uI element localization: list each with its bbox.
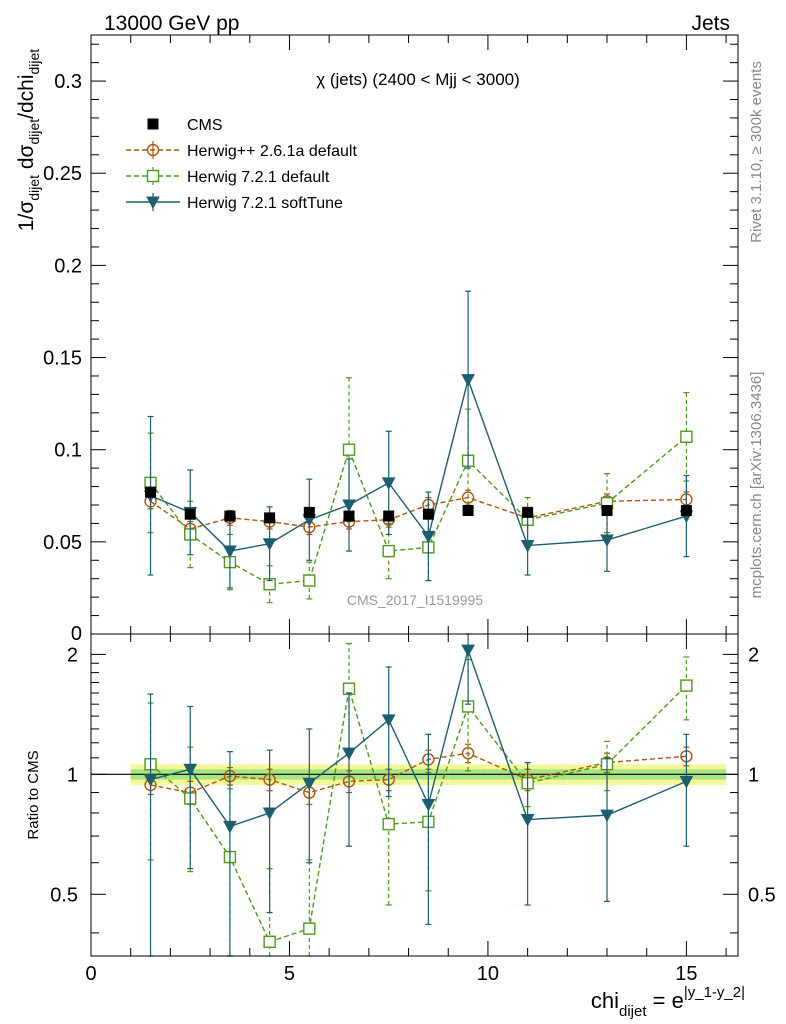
series-1-ratio-line	[150, 752, 687, 794]
series-2-ratio-point	[303, 922, 316, 935]
y-tick-label: 0.05	[43, 532, 82, 554]
x-tick-label: 15	[675, 963, 697, 985]
series-3-point	[461, 374, 475, 387]
x-tick-label: 5	[284, 963, 295, 985]
x-tick-label: 10	[477, 963, 499, 985]
series-3-ratio-point	[421, 799, 436, 812]
series-3-point	[421, 530, 436, 544]
series-3-ratio-point	[520, 814, 535, 827]
cms-data-point	[422, 508, 434, 520]
legend: CMS Herwig++ 2.6.1a default Herwig 7.2.1 d…	[126, 117, 357, 212]
header-jets-label: Jets	[691, 12, 730, 35]
series-2-point	[680, 430, 693, 443]
cms-data-point	[145, 486, 157, 498]
ratio-y-tick-label-right: 1	[748, 764, 759, 786]
series-3-ratio-point	[381, 714, 396, 727]
y-tick-label: 0.15	[43, 348, 82, 370]
series-3-point	[600, 534, 614, 548]
y-tick-label: 0.25	[43, 163, 82, 185]
ratio-axes: 0 5 10 15 0.5 0.5 1 1 2 2	[50, 634, 776, 985]
series-3-ratio-point	[223, 820, 237, 834]
series-2-ratio-point	[382, 817, 395, 831]
series-2-point	[303, 574, 316, 587]
legend-label: Herwig 7.2.1 default	[187, 169, 330, 186]
ratio-y-tick-label: 2	[67, 644, 78, 666]
series-3-ratio-point	[183, 763, 198, 777]
cms-data-point	[264, 512, 276, 524]
watermark-label: CMS_2017_I1519995	[347, 592, 483, 608]
cms-data-point	[601, 505, 613, 517]
series-3-ratio-point	[679, 775, 694, 789]
cms-data-point	[184, 508, 196, 520]
legend-marker	[146, 169, 160, 183]
cms-data-point	[522, 506, 534, 518]
legend-marker	[147, 118, 159, 130]
y-tick-label: 0.3	[54, 71, 82, 93]
series-1-line	[150, 496, 687, 530]
series-2-line	[149, 436, 687, 585]
cms-data-point	[680, 505, 692, 517]
legend-label: CMS	[187, 117, 223, 134]
series-2-ratio-point	[680, 679, 693, 692]
cms-data-point	[343, 510, 355, 522]
series-3-ratio-point	[461, 644, 475, 658]
legend-marker	[146, 196, 160, 210]
series-2-point	[382, 544, 395, 558]
rivet-version-label: Rivet 3.1.10, ≥ 300k events	[748, 61, 765, 243]
legend-label: Herwig 7.2.1 softTune	[187, 195, 343, 212]
series-3-ratio-line	[150, 647, 687, 828]
series-2-ratio-line	[150, 685, 687, 943]
x-axis-label: chidijet = e|y_1-y_2|	[591, 984, 745, 1020]
ratio-y-tick-label: 1	[67, 764, 78, 786]
series-2-ratio-point	[263, 935, 276, 948]
series-3-ratio-point	[600, 809, 614, 823]
main-panel: 0.05 0.1 0.15 0.2 0.25 0.3 0 χ (jets) (2400 < …	[15, 34, 739, 645]
series-2-point	[342, 443, 356, 456]
series-3-point	[342, 499, 356, 513]
x-tick-label: 0	[85, 963, 96, 985]
series-3-ratio-point	[302, 777, 317, 791]
series-3-point	[381, 477, 396, 490]
legend-marker	[146, 143, 160, 157]
chart-title: χ (jets) (2400 < Mjj < 3000)	[316, 70, 520, 89]
y-tick-label: 0.1	[54, 440, 82, 462]
mcplots-label: mcplots.cern.ch [arXiv:1306.3436]	[748, 372, 765, 599]
ratio-y-tick-label-right: 2	[748, 644, 759, 666]
main-axes: 0.05 0.1 0.15 0.2 0.25 0.3 0	[43, 35, 738, 645]
y-tick-label: 0	[71, 623, 82, 645]
series-3-ratio-point	[262, 807, 277, 820]
ratio-frame	[90, 633, 739, 957]
ratio-y-tick-label: 0.5	[50, 884, 78, 906]
ratio-y-tick-label-right: 0.5	[748, 884, 776, 906]
cms-data-point	[383, 510, 395, 522]
ratio-panel: 0 5 10 15 0.5 0.5 1 1 2 2 Ratio to CMS	[25, 633, 776, 985]
main-data-layer	[143, 290, 694, 604]
legend-label: Herwig++ 2.6.1a default	[187, 143, 357, 160]
header-energy-label: 13000 GeV pp	[104, 12, 239, 35]
y-axis-label: 1/σdijet dσdijet/dchidijet	[15, 49, 42, 231]
cms-data-point	[224, 510, 236, 522]
series-3-point	[262, 538, 277, 551]
ratio-y-axis-label: Ratio to CMS	[25, 750, 42, 839]
series-3-point	[520, 540, 535, 553]
series-3-point	[223, 545, 237, 559]
series-3-ratio-point	[342, 747, 356, 761]
y-tick-label: 0.2	[54, 255, 82, 277]
ratio-data-layer	[91, 633, 738, 957]
cms-data-point	[462, 505, 474, 517]
series-3-line	[150, 377, 687, 552]
cms-data-point	[303, 506, 315, 518]
series-3-ratio-point	[143, 774, 158, 787]
